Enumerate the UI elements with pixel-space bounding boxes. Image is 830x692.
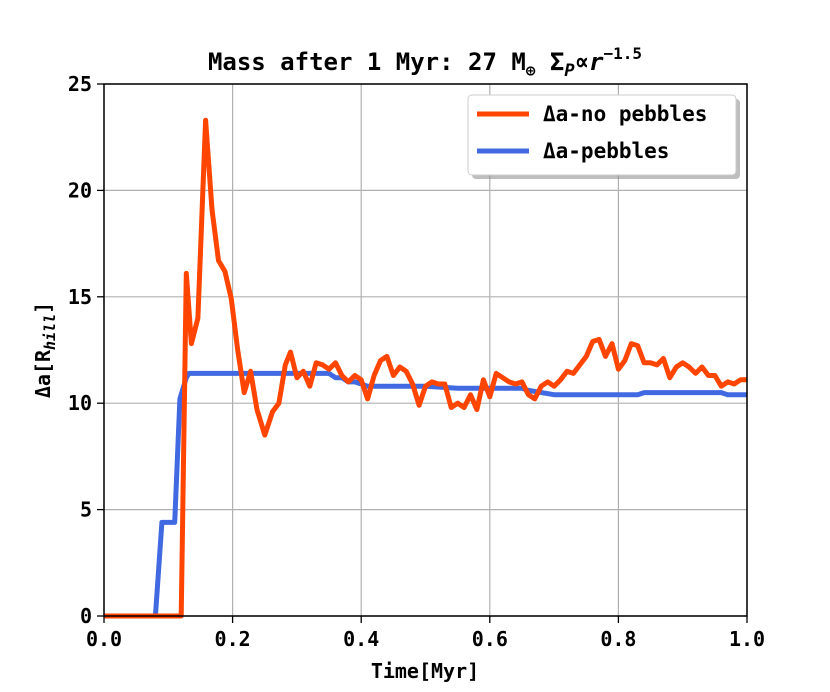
y-tick-label: 25 [68,72,92,96]
y-tick-label: 0 [80,604,92,628]
legend-label-0: Δa-no pebbles [543,102,707,126]
series-layer [104,117,747,619]
x-tick-label: 0.0 [86,627,122,651]
legend: Δa-no pebbles Δa-pebbles [467,94,740,179]
legend-box [467,94,737,176]
y-tick-label: 20 [68,178,92,202]
title-exponent: −1.5 [604,44,643,63]
y-tick-label: 15 [68,285,92,309]
title-prop: ∝ [575,48,589,76]
series-line-0 [104,117,747,619]
plot-frame [103,83,748,617]
x-tick-label: 0.6 [472,627,508,651]
ticks: 0.0 0.2 0.4 0.6 0.8 1.0 0 5 10 15 20 25 [68,72,765,651]
title-sigma-sub: P [564,61,575,81]
y-tick-label: 5 [80,498,92,522]
x-tick-label: 1.0 [729,627,765,651]
series-line-1 [104,370,747,619]
title-earth-symbol: ⊕ [526,61,536,80]
title-r: r [589,48,604,76]
y-label-sub: hill [41,314,59,350]
x-tick-label: 0.2 [215,627,251,651]
y-label-main: Δa[R [31,349,55,398]
title-sigma: Σ [550,48,564,76]
y-tick-label: 10 [68,391,92,415]
title-main: Mass after 1 Myr: 27 M [208,48,526,76]
y-label-close: ] [31,302,55,314]
x-tick-label: 0.8 [600,627,636,651]
y-axis-label: Δa[Rhill] [31,302,59,398]
x-axis-label: Time[Myr] [371,659,479,683]
legend-label-1: Δa-pebbles [543,139,669,163]
chart-title: Mass after 1 Myr: 27 M⊕ ΣP∝r−1.5 [208,44,642,81]
x-tick-label: 0.4 [343,627,379,651]
